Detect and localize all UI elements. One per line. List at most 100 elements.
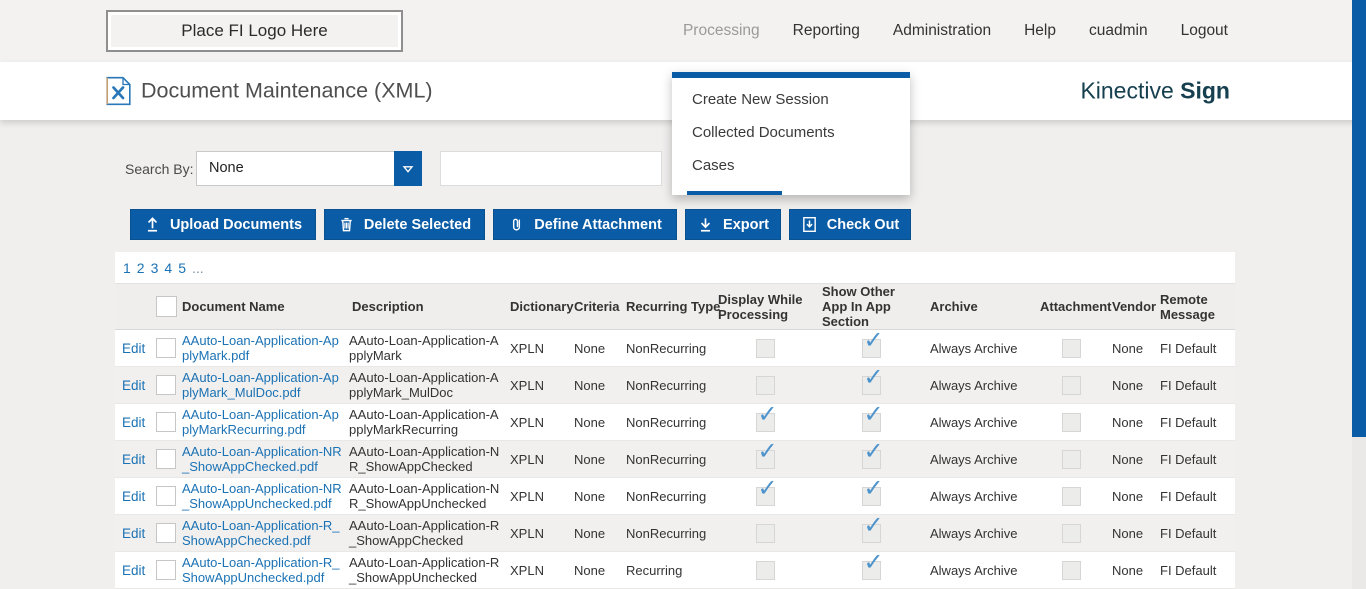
check-icon: ✓ (863, 548, 884, 576)
upload-documents-button[interactable]: Upload Documents (130, 209, 316, 240)
edit-link[interactable]: Edit (122, 340, 146, 356)
nav-item-cuadmin[interactable]: cuadmin (1088, 22, 1148, 39)
edit-cell: Edit (115, 403, 151, 441)
page-link-2[interactable]: 2 (136, 259, 145, 276)
checked-box: ✓ (861, 513, 884, 543)
archive-cell: Always Archive (925, 477, 1035, 515)
search-by-selected-value: None (209, 160, 244, 176)
remote-message-cell: FI Default (1155, 329, 1235, 367)
status-checkbox-cell (1035, 551, 1107, 589)
page-link-1[interactable]: 1 (123, 259, 131, 276)
document-name-link[interactable]: AAuto-Loan-Application-NR_ShowAppChecked… (181, 440, 347, 478)
criteria-cell: None (569, 329, 621, 367)
edit-cell: Edit (115, 514, 151, 552)
column-header-vendor: Vendor (1107, 283, 1156, 330)
status-checkbox-cell (713, 551, 817, 589)
edit-link[interactable]: Edit (122, 488, 146, 504)
recurring-type-cell: NonRecurring (621, 366, 713, 404)
edit-link[interactable]: Edit (122, 562, 146, 578)
unchecked-box (1061, 486, 1081, 506)
document-name-link[interactable]: AAuto-Loan-Application-R_ShowAppUnchecke… (181, 551, 347, 589)
edit-link[interactable]: Edit (122, 525, 146, 541)
edit-link[interactable]: Edit (122, 451, 146, 467)
edit-cell: Edit (115, 551, 151, 589)
status-checkbox-cell (713, 329, 817, 367)
nav-item-administration[interactable]: Administration (892, 22, 992, 39)
table-row: Edit AAuto-Loan-Application-ApplyMarkRecu… (115, 402, 1235, 441)
remote-message-cell: FI Default (1155, 440, 1235, 478)
dictionary-cell: XPLN (505, 403, 569, 441)
unchecked-box (1061, 560, 1081, 580)
row-select-checkbox[interactable] (156, 523, 176, 543)
active-menu-underline (687, 191, 782, 195)
document-name-link[interactable]: AAuto-Loan-Application-ApplyMark_MulDoc.… (181, 366, 347, 404)
row-checkbox-cell (151, 329, 181, 367)
check-out-button[interactable]: Check Out (789, 209, 911, 240)
unchecked-box (755, 338, 775, 358)
document-name-link[interactable]: AAuto-Loan-Application-NR_ShowAppUncheck… (181, 477, 347, 515)
document-name-link[interactable]: AAuto-Loan-Application-ApplyMark.pdf (181, 329, 347, 367)
chevron-down-icon[interactable] (394, 151, 422, 186)
criteria-cell: None (569, 551, 621, 589)
status-checkbox-cell (1035, 329, 1107, 367)
column-header-criteria: Criteria (569, 283, 621, 330)
row-checkbox-cell (151, 514, 181, 552)
search-by-label: Search By: (125, 161, 194, 177)
check-icon: ✓ (863, 437, 884, 465)
page-scrollbar-track[interactable] (1352, 0, 1366, 589)
edit-link[interactable]: Edit (122, 414, 146, 430)
row-select-checkbox[interactable] (156, 449, 176, 469)
nav-item-logout[interactable]: Logout (1180, 22, 1228, 39)
page-link-4[interactable]: 4 (164, 259, 173, 276)
menu-item-cases[interactable]: Cases (692, 157, 735, 174)
nav-item-help[interactable]: Help (1024, 22, 1056, 39)
nav-item-reporting[interactable]: Reporting (792, 22, 860, 39)
paperclip-icon (508, 216, 525, 233)
row-select-checkbox[interactable] (156, 338, 176, 358)
row-select-checkbox[interactable] (156, 412, 176, 432)
search-input[interactable] (440, 151, 662, 186)
checked-box: ✓ (755, 402, 778, 432)
document-name-link[interactable]: AAuto-Loan-Application-R_ShowAppChecked.… (181, 514, 347, 552)
trash-icon (338, 216, 355, 233)
select-all-checkbox[interactable] (155, 296, 177, 317)
export-label: Export (723, 216, 769, 233)
recurring-type-cell: NonRecurring (621, 440, 713, 478)
status-checkbox-cell: ✓ (817, 513, 925, 552)
delete-selected-button[interactable]: Delete Selected (324, 209, 485, 240)
description-cell: AAuto-Loan-Application-ApplyMark_MulDoc (347, 366, 505, 404)
checked-box: ✓ (861, 476, 884, 506)
row-select-checkbox[interactable] (156, 375, 176, 395)
status-checkbox-cell: ✓ (817, 402, 925, 441)
menu-item-collected-documents[interactable]: Collected Documents (692, 124, 835, 141)
column-header-dictionary: Dictionary (505, 283, 574, 330)
archive-cell: Always Archive (925, 514, 1035, 552)
page-link-3[interactable]: 3 (150, 259, 159, 276)
criteria-cell: None (569, 440, 621, 478)
criteria-cell: None (569, 514, 621, 552)
document-name-link[interactable]: AAuto-Loan-Application-ApplyMarkRecurrin… (181, 403, 347, 441)
row-select-checkbox[interactable] (156, 486, 176, 506)
edit-cell: Edit (115, 440, 151, 478)
menu-item-create-new-session[interactable]: Create New Session (692, 91, 829, 108)
criteria-cell: None (569, 477, 621, 515)
page-scrollbar-thumb[interactable] (1352, 0, 1366, 437)
edit-link[interactable]: Edit (122, 377, 146, 393)
status-checkbox-cell: ✓ (817, 437, 925, 478)
page-ellipsis: ... (191, 259, 204, 276)
export-icon (697, 216, 714, 233)
edit-cell: Edit (115, 329, 151, 367)
nav-item-processing[interactable]: Processing (682, 22, 760, 39)
export-button[interactable]: Export (685, 209, 781, 240)
status-checkbox-cell: ✓ (713, 402, 817, 441)
checked-box: ✓ (861, 328, 884, 358)
search-by-select[interactable]: None (196, 151, 422, 186)
status-checkbox-cell (1035, 477, 1107, 515)
row-select-checkbox[interactable] (156, 560, 176, 580)
column-header-show-other-app-in-app-section: Show Other App In App Section (817, 283, 925, 330)
table-row: Edit AAuto-Loan-Application-NR_ShowAppChe… (115, 437, 1235, 478)
row-checkbox-cell (151, 366, 181, 404)
define-attachment-button[interactable]: Define Attachment (493, 209, 677, 240)
page-link-5[interactable]: 5 (178, 259, 186, 276)
processing-menu-items: Create New Session Collected Documents Cas… (672, 83, 910, 182)
